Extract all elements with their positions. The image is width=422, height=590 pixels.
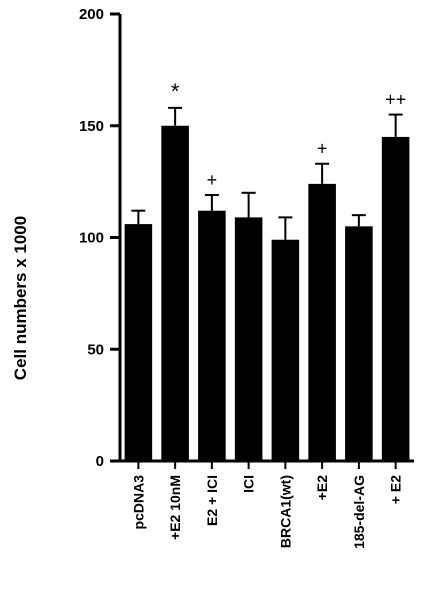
x-tick-label-0: pcDNA3 [130,475,146,530]
y-axis: 0 50 100 150 200 [79,6,122,470]
bar-3 [234,217,263,461]
x-tick-label-1: +E2 10nM [167,475,183,540]
annotation-7: ++ [385,90,406,110]
x-tick-label-4: BRCA1(wt) [277,475,293,548]
bars-group: *++++ [124,79,410,462]
x-tick-label-3: ICI [241,475,257,493]
annotation-2: + [207,170,218,190]
y-tick-label-150: 150 [79,118,104,135]
bar-1 [161,125,189,461]
y-axis-title: Cell numbers x 1000 [11,216,30,380]
bar-5 [308,183,336,462]
x-axis: pcDNA3 +E2 10nM E2 + ICI ICI BRCA1(wt) +E2 185… [110,459,414,549]
x-tick-label-5: +E2 [314,475,330,501]
y-tick-label-50: 50 [87,341,104,358]
y-tick-label-200: 200 [79,6,104,23]
annotation-5: + [317,139,328,159]
x-tick-label-2: E2 + ICI [204,475,220,526]
x-tick-label-7: + E2 [388,475,404,504]
bar-7 [381,136,410,462]
annotation-1: * [171,79,180,104]
y-tick-label-0: 0 [96,453,104,470]
bar-6 [345,226,373,461]
x-tick-label-6: 185-del-AG [351,475,367,549]
bar-4 [271,239,300,461]
y-tick-label-100: 100 [79,230,104,247]
bar-2 [198,210,226,461]
bar-0 [124,224,153,461]
